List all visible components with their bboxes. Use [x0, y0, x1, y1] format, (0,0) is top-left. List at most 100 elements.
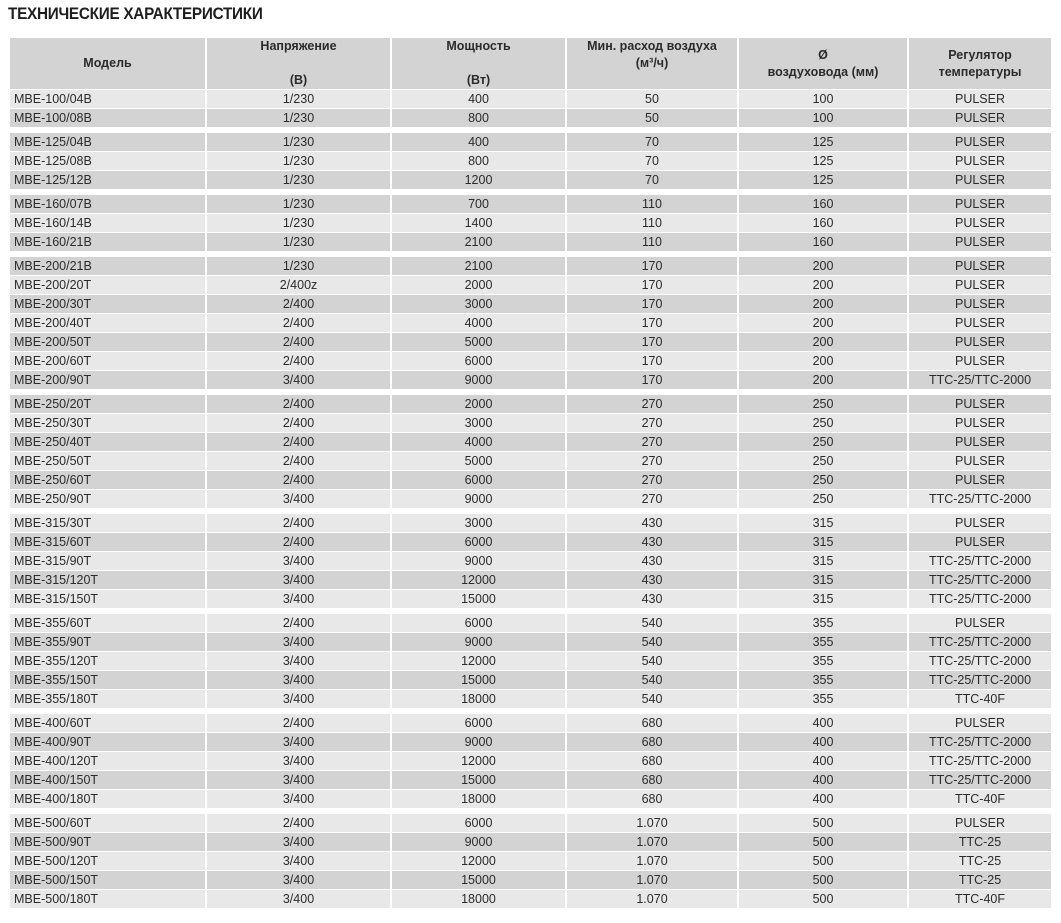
cell-power: 2100	[392, 257, 565, 275]
specs-table: Модель Напряжение (В) Мощность (Вт) Мин. р…	[8, 37, 1053, 909]
cell-model: MBE-315/30T	[10, 514, 205, 532]
cell-power: 18000	[392, 790, 565, 808]
cell-power: 400	[392, 133, 565, 151]
group-separator	[10, 609, 1051, 613]
cell-duct-diameter: 315	[739, 514, 907, 532]
cell-power: 5000	[392, 452, 565, 470]
cell-regulator: PULSER	[909, 314, 1051, 332]
cell-regulator: TTC-25/TTC-2000	[909, 552, 1051, 570]
cell-regulator: TTC-25/TTC-2000	[909, 771, 1051, 789]
cell-regulator: PULSER	[909, 171, 1051, 189]
cell-airflow: 540	[567, 671, 737, 689]
table-row: MBE-355/90T 3/400 9000 540 355 TTC-25/TTC-200…	[10, 633, 1051, 651]
cell-model: MBE-500/90T	[10, 833, 205, 851]
cell-power: 18000	[392, 690, 565, 708]
table-row: MBE-250/30T 2/400 3000 270 250 PULSER	[10, 414, 1051, 432]
cell-duct-diameter: 200	[739, 257, 907, 275]
cell-regulator: PULSER	[909, 433, 1051, 451]
table-row: MBE-200/90T 3/400 9000 170 200 TTC-25/TTC-200…	[10, 371, 1051, 389]
cell-voltage: 2/400	[207, 814, 390, 832]
cell-model: MBE-250/90T	[10, 490, 205, 508]
group-separator	[10, 128, 1051, 132]
cell-airflow: 430	[567, 571, 737, 589]
cell-model: MBE-315/90T	[10, 552, 205, 570]
cell-power: 800	[392, 152, 565, 170]
cell-duct-diameter: 500	[739, 814, 907, 832]
cell-regulator: TTC-25/TTC-2000	[909, 590, 1051, 608]
cell-model: MBE-500/60T	[10, 814, 205, 832]
cell-airflow: 50	[567, 90, 737, 108]
cell-airflow: 1.070	[567, 890, 737, 908]
cell-power: 5000	[392, 333, 565, 351]
table-row: MBE-250/50T 2/400 5000 270 250 PULSER	[10, 452, 1051, 470]
cell-duct-diameter: 200	[739, 333, 907, 351]
cell-regulator: TTC-25/TTC-2000	[909, 671, 1051, 689]
table-row: MBE-160/07B 1/230 700 110 160 PULSER	[10, 195, 1051, 213]
cell-voltage: 3/400	[207, 833, 390, 851]
cell-voltage: 3/400	[207, 733, 390, 751]
cell-regulator: PULSER	[909, 714, 1051, 732]
cell-voltage: 2/400	[207, 314, 390, 332]
table-row: MBE-200/60T 2/400 6000 170 200 PULSER	[10, 352, 1051, 370]
cell-duct-diameter: 355	[739, 671, 907, 689]
cell-regulator: PULSER	[909, 533, 1051, 551]
table-row: MBE-400/120T 3/400 12000 680 400 TTC-25/TTC-2…	[10, 752, 1051, 770]
table-row: MBE-500/60T 2/400 6000 1.070 500 PULSER	[10, 814, 1051, 832]
cell-voltage: 2/400	[207, 333, 390, 351]
cell-duct-diameter: 160	[739, 233, 907, 251]
cell-model: MBE-200/30T	[10, 295, 205, 313]
cell-regulator: PULSER	[909, 395, 1051, 413]
header-regulator: Регулятор температуры	[909, 38, 1051, 89]
table-row: MBE-400/90T 3/400 9000 680 400 TTC-25/TTC-200…	[10, 733, 1051, 751]
separator-cell	[10, 809, 1051, 813]
cell-duct-diameter: 315	[739, 533, 907, 551]
cell-voltage: 1/230	[207, 195, 390, 213]
cell-duct-diameter: 200	[739, 371, 907, 389]
cell-model: MBE-125/12B	[10, 171, 205, 189]
cell-duct-diameter: 160	[739, 195, 907, 213]
table-row: MBE-400/180T 3/400 18000 680 400 TTC-40F	[10, 790, 1051, 808]
cell-model: MBE-125/04B	[10, 133, 205, 151]
table-row: MBE-125/12B 1/230 1200 70 125 PULSER	[10, 171, 1051, 189]
cell-voltage: 1/230	[207, 109, 390, 127]
header-unit: (В)	[289, 73, 308, 87]
cell-regulator: TTC-25	[909, 871, 1051, 889]
table-row: MBE-355/120T 3/400 12000 540 355 TTC-25/TTC-2…	[10, 652, 1051, 670]
cell-model: MBE-400/90T	[10, 733, 205, 751]
cell-airflow: 1.070	[567, 852, 737, 870]
cell-model: MBE-355/60T	[10, 614, 205, 632]
cell-duct-diameter: 200	[739, 314, 907, 332]
header-unit: температуры	[938, 64, 1022, 79]
cell-power: 4000	[392, 433, 565, 451]
cell-model: MBE-250/40T	[10, 433, 205, 451]
cell-airflow: 170	[567, 333, 737, 351]
cell-duct-diameter: 250	[739, 414, 907, 432]
group-separator	[10, 390, 1051, 394]
cell-power: 3000	[392, 414, 565, 432]
cell-airflow: 170	[567, 314, 737, 332]
cell-airflow: 680	[567, 752, 737, 770]
table-row: MBE-315/120T 3/400 12000 430 315 TTC-25/TTC-2…	[10, 571, 1051, 589]
header-unit: (м³/ч)	[635, 56, 669, 70]
cell-airflow: 110	[567, 233, 737, 251]
header-label: Модель	[83, 56, 132, 70]
cell-airflow: 270	[567, 452, 737, 470]
table-row: MBE-200/50T 2/400 5000 170 200 PULSER	[10, 333, 1051, 351]
header-row: Модель Напряжение (В) Мощность (Вт) Мин. р…	[10, 38, 1051, 89]
cell-regulator: PULSER	[909, 333, 1051, 351]
cell-airflow: 270	[567, 395, 737, 413]
cell-voltage: 1/230	[207, 171, 390, 189]
cell-duct-diameter: 125	[739, 152, 907, 170]
cell-airflow: 170	[567, 276, 737, 294]
cell-power: 12000	[392, 652, 565, 670]
cell-regulator: PULSER	[909, 814, 1051, 832]
cell-voltage: 3/400	[207, 752, 390, 770]
table-row: MBE-500/90T 3/400 9000 1.070 500 TTC-25	[10, 833, 1051, 851]
cell-voltage: 3/400	[207, 852, 390, 870]
cell-airflow: 70	[567, 152, 737, 170]
table-row: MBE-315/30T 2/400 3000 430 315 PULSER	[10, 514, 1051, 532]
cell-model: MBE-315/120T	[10, 571, 205, 589]
cell-duct-diameter: 250	[739, 490, 907, 508]
cell-model: MBE-125/08B	[10, 152, 205, 170]
cell-regulator: PULSER	[909, 195, 1051, 213]
